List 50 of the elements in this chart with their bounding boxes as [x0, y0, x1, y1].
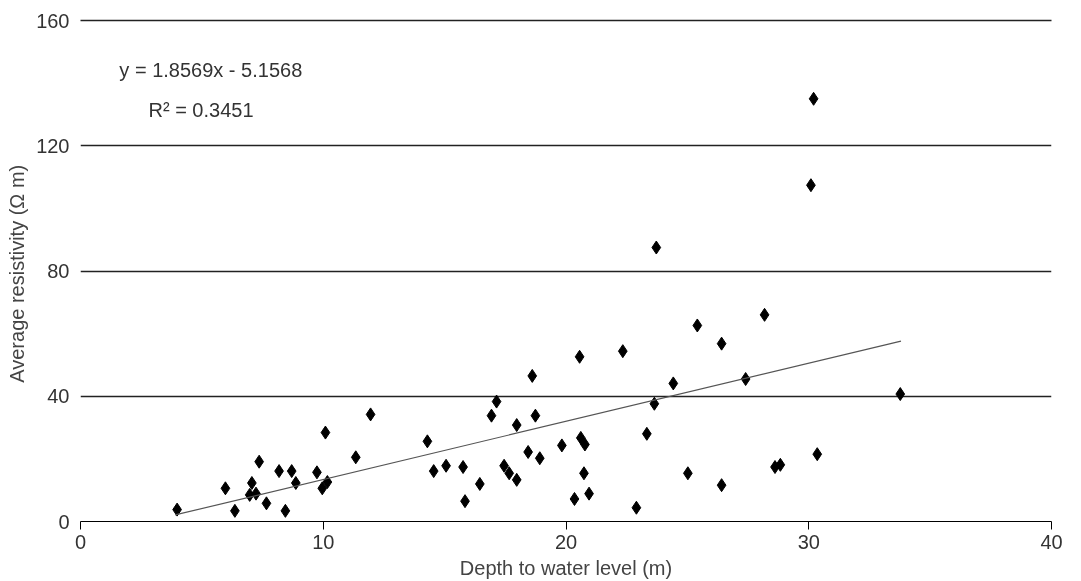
- y-axis-title: Average resistivity (Ω m): [6, 164, 29, 383]
- point: [716, 336, 727, 351]
- point: [527, 368, 538, 383]
- point: [280, 503, 291, 518]
- point: [486, 408, 497, 423]
- x-tick-label: 10: [312, 530, 335, 553]
- point: [759, 307, 770, 322]
- point: [220, 481, 231, 496]
- x-axis-title: Depth to water level (m): [459, 556, 673, 579]
- annotation: y = 1.8569x - 5.1568: [119, 58, 303, 81]
- y-tick-label: 0: [58, 510, 70, 533]
- x-tick-label: 0: [74, 530, 87, 553]
- point: [422, 434, 433, 449]
- point: [775, 457, 786, 472]
- y-tick-label: 120: [36, 134, 70, 157]
- point: [474, 476, 485, 491]
- point: [286, 464, 297, 479]
- point: [534, 451, 545, 466]
- point: [808, 91, 819, 106]
- point: [692, 318, 703, 333]
- point: [504, 466, 515, 481]
- x-tick-label: 30: [797, 530, 820, 553]
- x-tick-label: 40: [1040, 530, 1063, 553]
- y-tick-label: 40: [47, 385, 70, 408]
- point: [491, 394, 502, 409]
- y-tick-label: 160: [36, 9, 70, 32]
- point: [511, 472, 522, 487]
- point: [631, 500, 642, 515]
- point: [569, 491, 580, 506]
- point: [322, 475, 333, 490]
- point: [716, 478, 727, 493]
- point: [511, 418, 522, 433]
- point: [350, 450, 361, 465]
- point: [651, 240, 662, 255]
- point: [895, 387, 906, 402]
- point: [428, 464, 439, 479]
- point: [365, 407, 376, 422]
- point: [320, 425, 331, 440]
- point: [575, 430, 586, 445]
- point: [530, 408, 541, 423]
- x-tick-label: 20: [554, 530, 578, 553]
- y-tick-label: 80: [47, 260, 70, 282]
- point: [668, 376, 679, 391]
- annotation: R² = 0.3451: [148, 98, 254, 121]
- point: [290, 475, 301, 490]
- point: [261, 496, 272, 511]
- point: [617, 344, 628, 359]
- point: [317, 481, 328, 496]
- point: [812, 447, 823, 462]
- point: [574, 349, 585, 364]
